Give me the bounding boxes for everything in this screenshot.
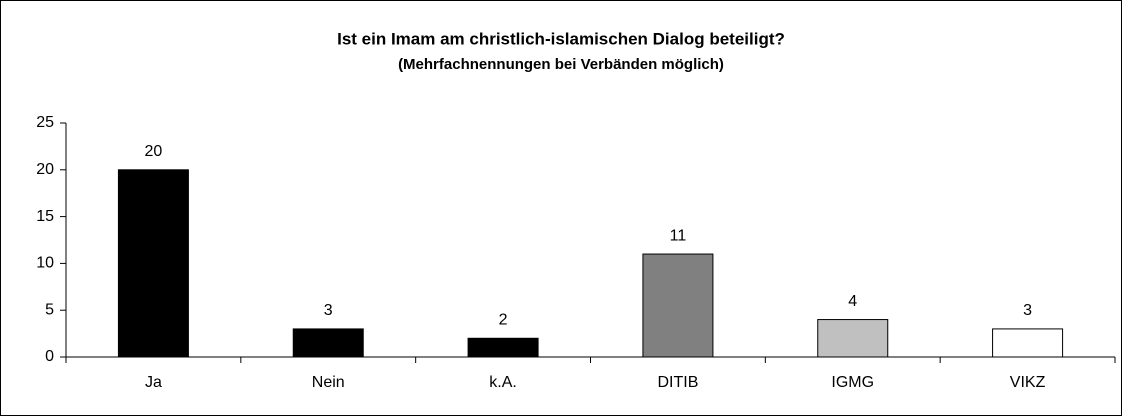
- bar: [992, 328, 1064, 358]
- bar: [292, 328, 364, 358]
- data-label: 20: [145, 143, 163, 160]
- bar: [117, 169, 189, 358]
- y-tick-label: 20: [36, 161, 54, 178]
- data-label: 3: [1023, 302, 1032, 319]
- x-tick-label: Nein: [312, 374, 345, 391]
- x-tick-label: IGMG: [831, 374, 874, 391]
- x-tick-label: VIKZ: [1010, 374, 1046, 391]
- bar: [642, 253, 714, 358]
- chart-subtitle: (Mehrfachnennungen bei Verbänden möglich…: [398, 56, 724, 73]
- data-label: 3: [324, 302, 333, 319]
- bar: [817, 319, 889, 358]
- x-tick-label: Ja: [145, 374, 162, 391]
- y-tick-label: 15: [36, 208, 54, 225]
- y-tick-label: 25: [36, 114, 54, 131]
- data-label: 4: [848, 293, 857, 310]
- data-label: 2: [499, 311, 508, 328]
- bar: [467, 337, 539, 358]
- data-label: 11: [670, 227, 687, 244]
- x-tick-label: k.A.: [489, 374, 517, 391]
- y-tick-label: 5: [45, 301, 54, 318]
- x-tick-label: DITIB: [657, 374, 698, 391]
- chart-title: Ist ein Imam am christlich-islamischen D…: [337, 29, 785, 48]
- y-tick-label: 0: [45, 348, 54, 365]
- y-tick-label: 10: [36, 255, 54, 272]
